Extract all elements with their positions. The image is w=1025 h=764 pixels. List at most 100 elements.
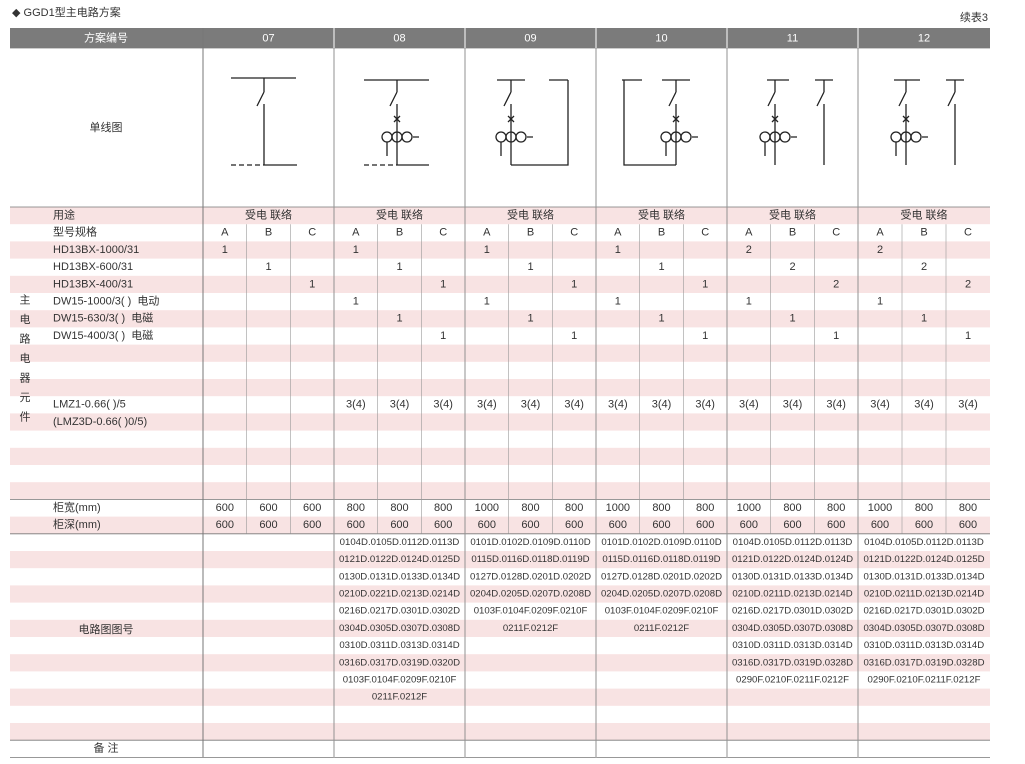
- column-code: B: [396, 227, 403, 239]
- cell: 1: [877, 296, 883, 308]
- column-code: A: [876, 227, 884, 239]
- scheme-code: 08: [393, 32, 405, 44]
- circuit-code: 0204D.0205D.0207D.0208D: [601, 589, 722, 600]
- header-bar: [10, 28, 990, 48]
- circuit-code: 0290F.0210F.0211F.0212F: [736, 675, 849, 686]
- cell: 2: [789, 261, 795, 273]
- usage: 受电 联络: [900, 208, 947, 222]
- cell: 3(4): [695, 399, 715, 411]
- circuit-code: 0115D.0116D.0118D.0119D: [602, 554, 720, 565]
- row-stripe: [10, 344, 990, 362]
- component-label: DW15-400/3( ) 电磁: [53, 329, 153, 342]
- width: 800: [827, 502, 845, 514]
- row-stripe: [10, 207, 990, 225]
- cell: 1: [571, 278, 577, 290]
- circuit-code: 0104D.0105D.0112D.0113D: [340, 537, 460, 548]
- cell: 1: [965, 330, 971, 342]
- cell: 3(4): [739, 399, 759, 411]
- component-label: LMZ1-0.66( )/5: [53, 399, 126, 411]
- diagram-line: [894, 79, 964, 165]
- column-code: C: [308, 227, 316, 239]
- circuit-code: 0104D.0105D.0112D.0113D: [733, 537, 853, 548]
- depth: 600: [521, 519, 539, 531]
- row-stripe: [10, 723, 990, 741]
- scheme-code: 09: [524, 32, 536, 44]
- label: 用途: [53, 208, 75, 222]
- usage: 受电 联络: [376, 208, 423, 222]
- width: 800: [915, 502, 933, 514]
- cell: 3(4): [608, 399, 628, 411]
- circuit-code: 0210D.0211D.0213D.0214D: [732, 589, 852, 600]
- width: 800: [390, 502, 408, 514]
- circuit-code: 0304D.0305D.0307D.0308D: [732, 623, 853, 634]
- component-label: (LMZ3D-0.66( )0/5): [53, 416, 147, 428]
- diagram-line: [665, 136, 698, 156]
- width: 1000: [475, 502, 499, 514]
- usage: 受电 联络: [245, 208, 292, 222]
- column-code: A: [614, 227, 622, 239]
- circuit-code: 0103F.0104F.0209F.0210F: [605, 606, 719, 617]
- cell: 3(4): [958, 399, 978, 411]
- component-label: HD13BX-400/31: [53, 278, 133, 290]
- circuit-code: 0304D.0305D.0307D.0308D: [863, 623, 984, 634]
- column-code: C: [570, 227, 578, 239]
- diagram-ct: [779, 131, 791, 143]
- cell: 1: [789, 313, 795, 325]
- circuit-code: 0211F.0212F: [503, 623, 558, 634]
- depth: 600: [696, 519, 714, 531]
- usage: 受电 联络: [507, 208, 554, 222]
- circuit-code: 0121D.0122D.0124D.0125D: [339, 554, 460, 565]
- cell: 2: [746, 244, 752, 256]
- depth: 600: [478, 519, 496, 531]
- circuit-code: 0130D.0131D.0133D.0134D: [339, 571, 460, 582]
- cell: 1: [615, 296, 621, 308]
- cell: 1: [702, 330, 708, 342]
- diagram-line: [764, 136, 797, 156]
- diagram-line: [895, 136, 928, 156]
- diagram-line: [393, 115, 401, 123]
- column-code: C: [832, 227, 840, 239]
- diagram-ct: [495, 131, 507, 143]
- cell: 1: [440, 278, 446, 290]
- depth: 600: [652, 519, 670, 531]
- circuit-code: 0216D.0217D.0301D.0302D: [339, 606, 460, 617]
- cell: 1: [484, 244, 490, 256]
- depth: 600: [871, 519, 889, 531]
- diagram-ct: [401, 131, 413, 143]
- diagram-ct: [660, 131, 672, 143]
- cell: 1: [353, 296, 359, 308]
- column-code: A: [352, 227, 360, 239]
- width: 1000: [737, 502, 761, 514]
- circuit-code: 0210D.0221D.0213D.0214D: [339, 589, 460, 600]
- width: 800: [521, 502, 539, 514]
- circuit-code: 0121D.0122D.0124D.0125D: [863, 554, 984, 565]
- column-code: A: [745, 227, 753, 239]
- diagram-line: [507, 115, 515, 123]
- column-code: B: [265, 227, 272, 239]
- circuit-code: 0211F.0212F: [634, 623, 689, 634]
- cell: 1: [309, 278, 315, 290]
- cell: 3(4): [870, 399, 890, 411]
- circuit-code: 0211F.0212F: [372, 692, 427, 703]
- cell: 3(4): [477, 399, 497, 411]
- circuit-code: 0216D.0217D.0301D.0302D: [863, 606, 984, 617]
- cell: 3(4): [433, 399, 453, 411]
- label: 备 注: [93, 741, 118, 755]
- cell: 3(4): [390, 399, 410, 411]
- depth: 600: [216, 519, 234, 531]
- diagram-line: [622, 79, 690, 166]
- width: 600: [259, 502, 277, 514]
- circuit-code: 0310D.0311D.0313D.0314D: [339, 640, 459, 651]
- page-title: ◆ GGD1型主电路方案: [12, 5, 121, 19]
- circuit-code: 0290F.0210F.0211F.0212F: [868, 675, 981, 686]
- component-label: HD13BX-1000/31: [53, 244, 139, 256]
- cell: 3(4): [914, 399, 934, 411]
- diagram-line: [767, 80, 776, 165]
- cell: 2: [833, 278, 839, 290]
- scheme-code: 12: [918, 32, 930, 44]
- cell: 1: [921, 313, 927, 325]
- diagram-line: [767, 79, 833, 165]
- diagram-ct: [759, 131, 771, 143]
